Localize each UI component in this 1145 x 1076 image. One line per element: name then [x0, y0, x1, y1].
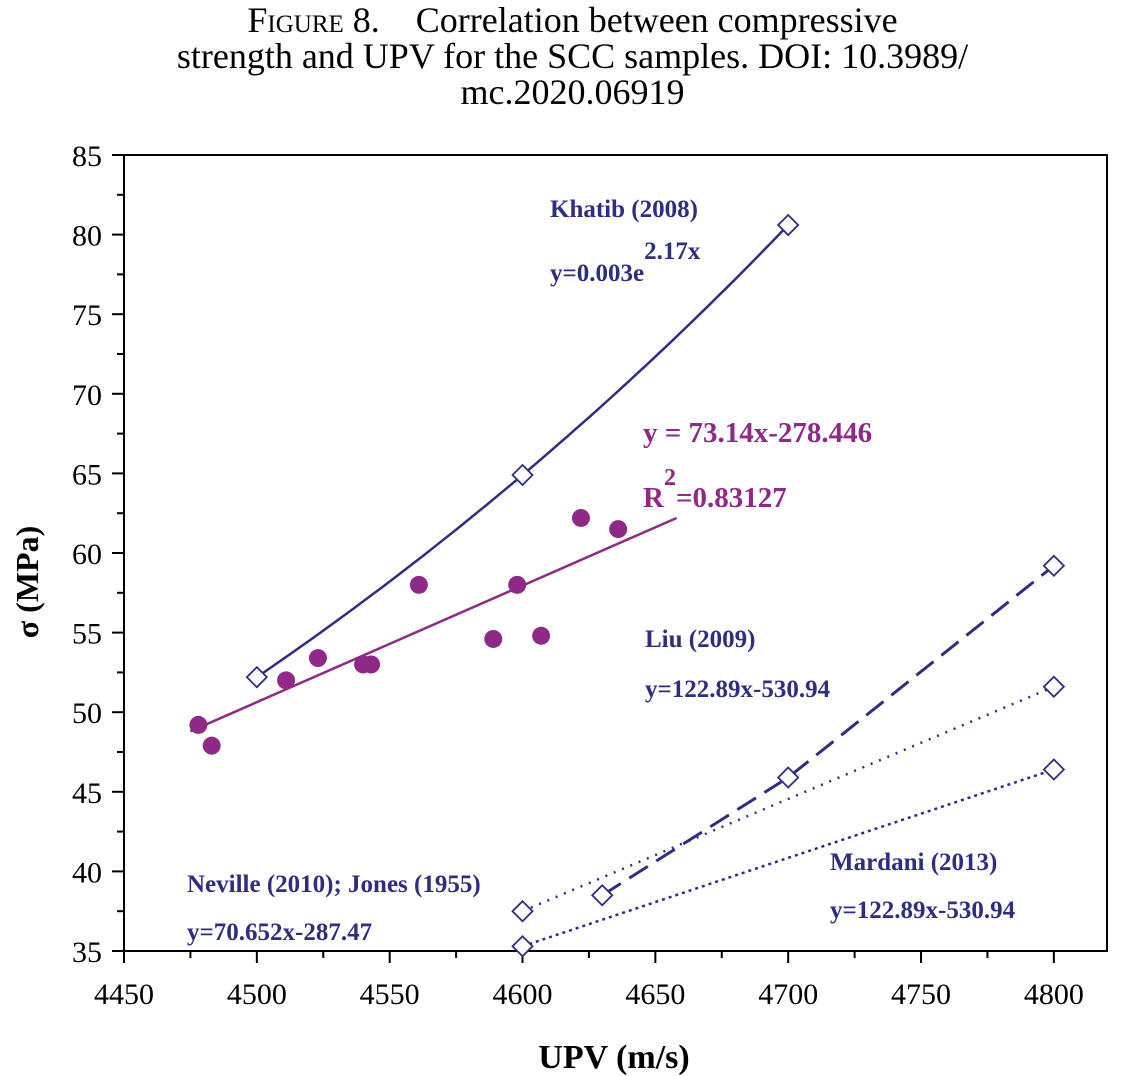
y-tick-label: 75	[72, 299, 102, 332]
y-tick-label: 55	[72, 618, 102, 651]
linear-fit-equation: y = 73.14x-278.446	[643, 417, 872, 449]
caption-line-3: mc.2020.06919	[460, 72, 685, 112]
linear-fit-line	[189, 516, 678, 733]
y-tick-label: 35	[72, 936, 102, 969]
y-tick-label: 85	[72, 140, 102, 173]
data-point	[202, 736, 221, 755]
mardani-fit-line	[522, 768, 1055, 948]
liu-equation: y=122.89x-530.94	[645, 676, 831, 703]
reference-markers	[245, 213, 1066, 958]
khatib-diamond-marker	[245, 665, 269, 689]
liu-label: Liu (2009)	[645, 626, 755, 653]
r2-prefix: R	[643, 482, 665, 514]
x-tick-label: 4800	[1024, 978, 1084, 1011]
data-point	[571, 508, 590, 527]
liu-diamond-marker	[590, 884, 614, 907]
data-points	[189, 508, 628, 755]
neville-diamond-marker	[1042, 675, 1066, 699]
liu-fit-line	[601, 564, 1055, 897]
axis-tick-labels: 4450 4500 4550 4600 4650 4700 4750 480035404550…	[72, 140, 1084, 1011]
y-axis-label: σ (MPa)	[9, 526, 45, 638]
data-point	[532, 626, 551, 645]
y-tick-label: 50	[72, 697, 102, 730]
axis-ticks	[112, 154, 1055, 963]
neville-equation: y=70.652x-287.47	[187, 919, 372, 946]
neville-fit-line	[522, 685, 1055, 913]
mardani-diamond-marker	[511, 934, 534, 958]
x-tick-label: 4750	[891, 978, 951, 1011]
caption-line-2: strength and UPV for the SCC samples. DO…	[176, 36, 969, 76]
khatib-diamond-marker	[511, 463, 534, 487]
data-point	[277, 671, 296, 690]
r2-superscript: 2	[664, 465, 676, 491]
data-point	[189, 715, 208, 734]
x-tick-label: 4450	[94, 978, 154, 1011]
figure-label: Figure 8.	[247, 0, 380, 40]
data-point	[362, 655, 381, 674]
khatib-fit-line	[256, 224, 790, 679]
liu-diamond-marker	[1042, 554, 1066, 578]
y-tick-label: 60	[72, 538, 102, 571]
data-point	[308, 649, 327, 668]
khatib-equation-base: y=0.003e	[550, 260, 644, 287]
data-point	[609, 520, 628, 539]
r2-value: =0.83127	[676, 482, 787, 514]
data-point	[508, 575, 527, 594]
khatib-equation-exponent: 2.17x	[644, 238, 701, 265]
neville-label: Neville (2010); Jones (1955)	[187, 871, 481, 898]
figure-caption: Figure 8. Correlation between compressiv…	[0, 2, 1145, 110]
mardani-label: Mardani (2013)	[830, 849, 997, 876]
x-tick-label: 4650	[625, 978, 685, 1011]
khatib-diamond-marker	[776, 213, 800, 237]
mardani-diamond-marker	[1042, 758, 1066, 781]
data-point	[484, 629, 503, 648]
y-tick-label: 40	[72, 856, 102, 889]
mardani-equation: y=122.89x-530.94	[830, 897, 1016, 924]
y-tick-label: 70	[72, 379, 102, 412]
y-tick-label: 80	[72, 220, 102, 253]
x-tick-label: 4600	[493, 978, 553, 1011]
data-point	[409, 575, 428, 594]
neville-diamond-marker	[511, 899, 534, 923]
x-tick-label: 4550	[360, 978, 420, 1011]
y-tick-label: 45	[72, 777, 102, 810]
fit-lines	[189, 224, 1055, 948]
y-tick-label: 65	[72, 458, 102, 491]
linear-fit-r2: R2=0.83127	[643, 465, 787, 514]
liu-diamond-marker	[776, 766, 800, 789]
x-axis-label: UPV (m/s)	[538, 1039, 689, 1076]
x-tick-label: 4500	[227, 978, 287, 1011]
caption-line-1: Correlation between compressive	[415, 0, 898, 40]
khatib-label: Khatib (2008)	[550, 196, 698, 223]
x-tick-label: 4700	[758, 978, 818, 1011]
khatib-equation: y=0.003e2.17x	[550, 238, 701, 287]
